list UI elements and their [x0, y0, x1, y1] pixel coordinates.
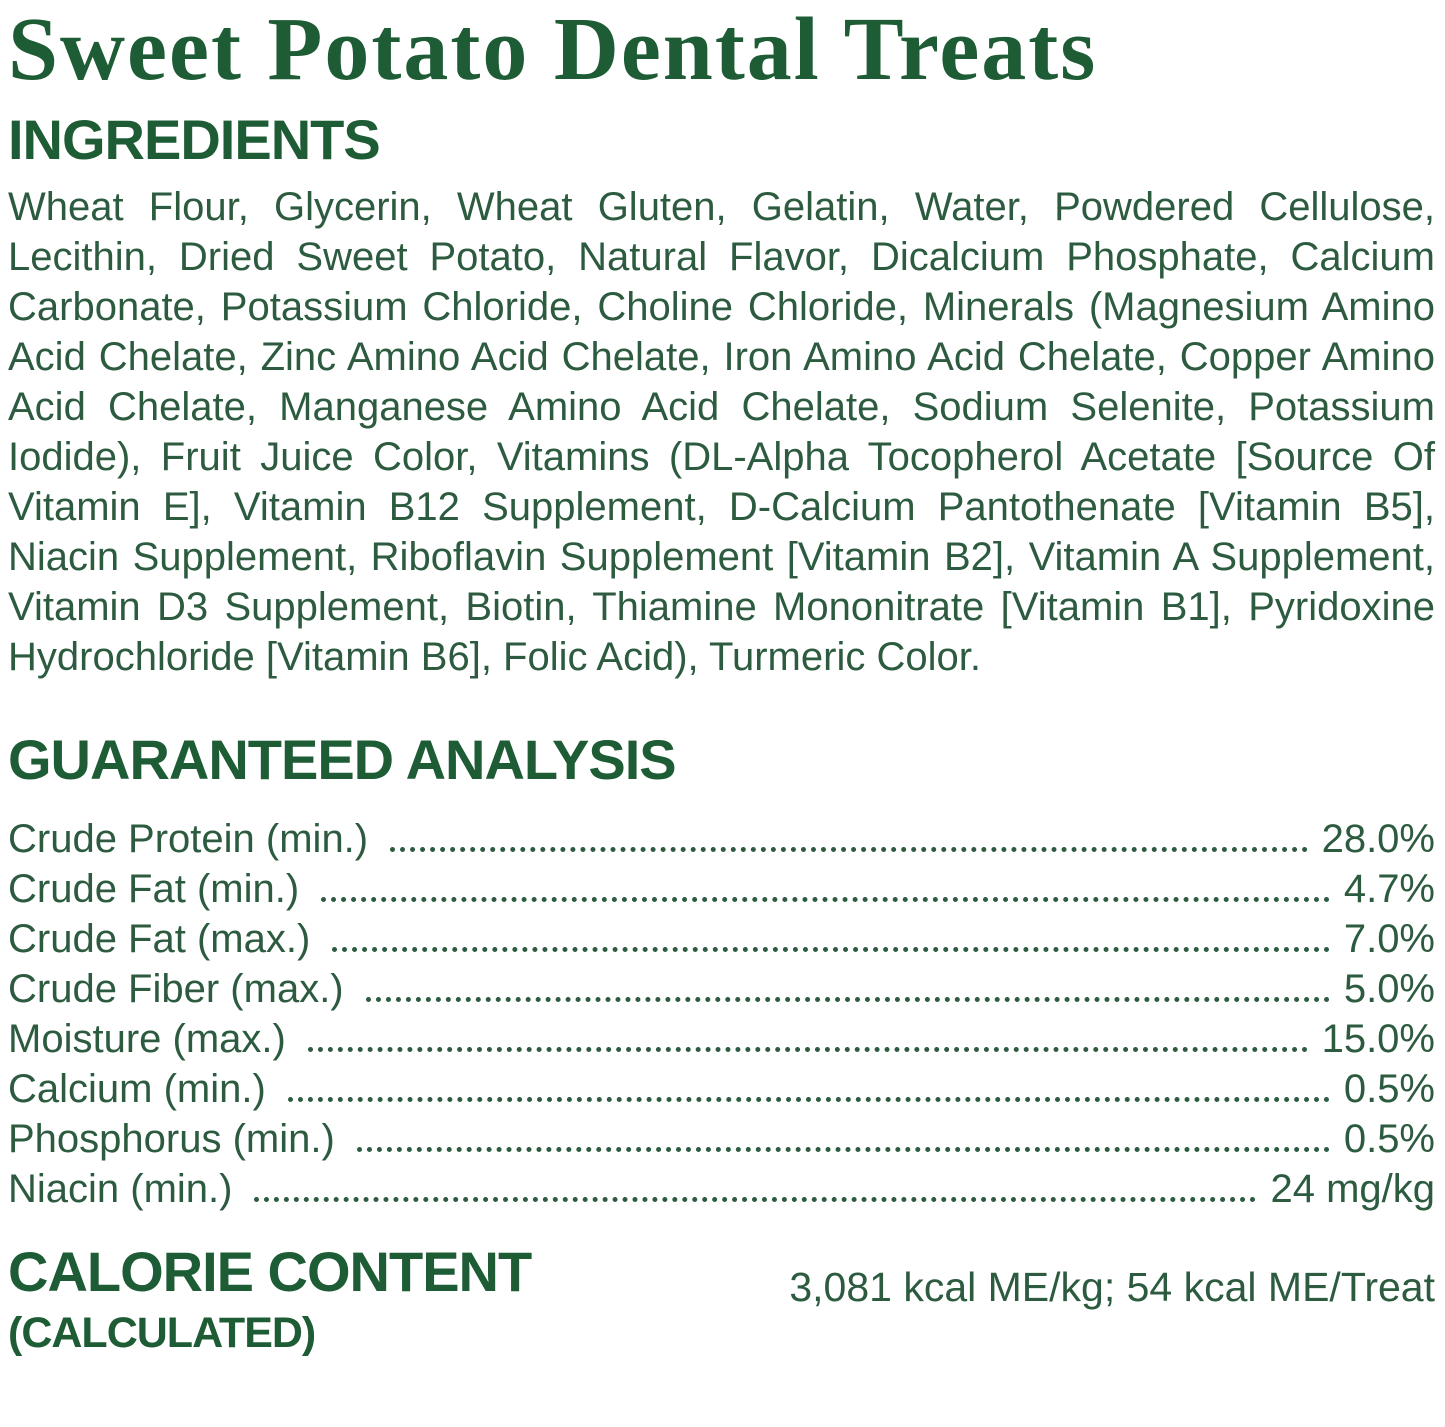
dotted-leader	[254, 1196, 1257, 1202]
analysis-row-label: Moisture (max.)	[8, 1016, 286, 1061]
analysis-row-label: Crude Fat (max.)	[8, 916, 311, 961]
analysis-row-value: 4.7%	[1343, 866, 1435, 911]
analysis-row-label: Phosphorus (min.)	[8, 1116, 335, 1161]
analysis-row-label: Crude Fiber (max.)	[8, 966, 344, 1011]
analysis-row-value: 24 mg/kg	[1270, 1166, 1435, 1211]
guaranteed-analysis-section: GUARANTEED ANALYSIS Crude Protein (min.)…	[8, 727, 1435, 1212]
dotted-leader	[307, 1046, 1308, 1052]
dotted-leader	[321, 896, 1330, 902]
analysis-row: Crude Protein (min.) 28.0%	[8, 812, 1435, 862]
calorie-content-headings: CALORIE CONTENT (CALCULATED)	[8, 1239, 532, 1357]
analysis-row: Crude Fat (max.) 7.0%	[8, 912, 1435, 962]
dotted-leader	[332, 946, 1330, 952]
analysis-row-label: Crude Fat (min.)	[8, 866, 300, 911]
ingredients-text: Wheat Flour, Glycerin, Wheat Gluten, Gel…	[8, 184, 1435, 679]
calorie-content-value: 3,081 kcal ME/kg; 54 kcal ME/Treat	[789, 1263, 1435, 1310]
analysis-row: Crude Fiber (max.) 5.0%	[8, 962, 1435, 1012]
calorie-content-section: CALORIE CONTENT (CALCULATED) 3,081 kcal …	[8, 1239, 1435, 1357]
ingredients-section: INGREDIENTS Wheat Flour, Glycerin, Wheat…	[8, 107, 1435, 682]
guaranteed-analysis-table: Crude Protein (min.) 28.0% Crude Fat (min.…	[8, 812, 1435, 1212]
analysis-row: Niacin (min.) 24 mg/kg	[8, 1162, 1435, 1212]
analysis-row-value: 7.0%	[1343, 916, 1435, 961]
dotted-leader	[356, 1146, 1330, 1152]
analysis-row-label: Crude Protein (min.)	[8, 816, 369, 861]
dotted-leader	[390, 846, 1308, 852]
analysis-row: Calcium (min.) 0.5%	[8, 1062, 1435, 1112]
calorie-content-heading: CALORIE CONTENT	[8, 1239, 532, 1303]
ingredients-heading: INGREDIENTS	[8, 107, 381, 171]
analysis-row: Crude Fat (min.) 4.7%	[8, 862, 1435, 912]
analysis-row: Moisture (max.) 15.0%	[8, 1012, 1435, 1062]
analysis-row-value: 0.5%	[1343, 1116, 1435, 1161]
analysis-row: Phosphorus (min.) 0.5%	[8, 1112, 1435, 1162]
dotted-leader	[287, 1096, 1330, 1102]
analysis-row-label: Calcium (min.)	[8, 1066, 266, 1111]
analysis-row-value: 5.0%	[1343, 966, 1435, 1011]
dotted-leader	[365, 996, 1330, 1002]
analysis-row-value: 28.0%	[1321, 816, 1435, 861]
product-title: Sweet Potato Dental Treats	[8, 0, 1098, 99]
analysis-row-label: Niacin (min.)	[8, 1166, 233, 1211]
analysis-row-value: 0.5%	[1343, 1066, 1435, 1111]
guaranteed-analysis-heading: GUARANTEED ANALYSIS	[8, 727, 677, 791]
analysis-row-value: 15.0%	[1321, 1016, 1435, 1061]
calorie-content-subheading: (CALCULATED)	[8, 1308, 316, 1357]
